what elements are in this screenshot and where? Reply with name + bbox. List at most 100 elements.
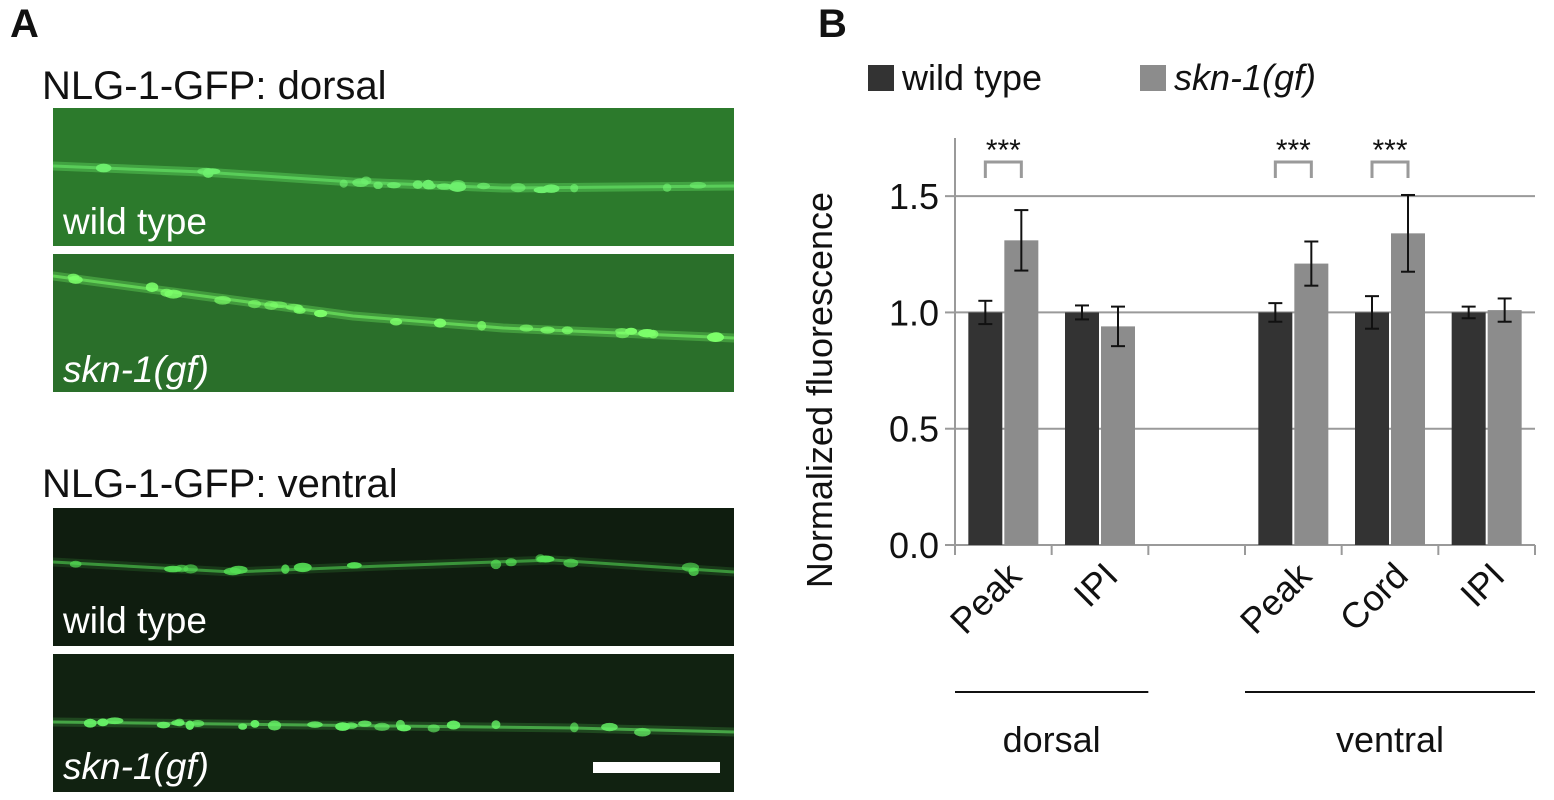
synaptic-puncta <box>339 179 348 188</box>
synaptic-puncta <box>250 720 260 728</box>
synaptic-puncta <box>433 318 447 328</box>
synaptic-puncta <box>448 182 467 192</box>
significance-bracket <box>1370 160 1410 178</box>
synaptic-puncta <box>563 558 579 568</box>
synaptic-puncta <box>164 565 182 573</box>
micrograph-label: wild type <box>63 201 207 242</box>
micrograph-label: skn-1(gf) <box>63 746 209 787</box>
synaptic-puncta <box>425 183 436 190</box>
synaptic-puncta <box>314 309 328 318</box>
micrograph-dorsal-wild-type: wild type <box>53 108 734 246</box>
bar <box>1101 326 1135 545</box>
x-tick-label: IPI <box>1066 555 1126 615</box>
synaptic-puncta <box>238 723 248 730</box>
significance-label: *** <box>986 134 1021 167</box>
synaptic-puncta <box>519 324 534 332</box>
synaptic-puncta <box>446 720 461 730</box>
panel-b-letter: B <box>818 2 847 46</box>
synaptic-puncta <box>373 181 383 190</box>
bar <box>1004 240 1039 545</box>
synaptic-puncta <box>164 289 183 299</box>
synaptic-puncta <box>267 720 282 731</box>
micrograph-background <box>53 508 734 646</box>
y-tick-label: 1.5 <box>889 176 939 217</box>
synaptic-puncta <box>358 720 372 727</box>
significance-bracket <box>1273 160 1313 178</box>
synaptic-puncta <box>536 555 555 563</box>
synaptic-puncta <box>307 721 323 728</box>
y-tick-label: 1.0 <box>889 292 939 333</box>
synaptic-puncta <box>106 717 124 725</box>
synaptic-puncta <box>346 562 362 569</box>
y-tick-label: 0.0 <box>889 525 939 566</box>
legend-label: skn-1(gf) <box>1174 57 1316 98</box>
synaptic-puncta <box>156 721 171 729</box>
synaptic-puncta <box>68 275 83 284</box>
bar <box>1391 233 1425 545</box>
synaptic-puncta <box>689 181 707 189</box>
synaptic-puncta <box>360 176 372 185</box>
synaptic-puncta <box>601 722 618 732</box>
micrograph-drawing <box>53 254 734 392</box>
synaptic-puncta <box>706 332 725 342</box>
synaptic-puncta <box>293 562 312 573</box>
group-label: ventral <box>1336 719 1444 760</box>
synaptic-puncta <box>688 567 699 577</box>
micrograph-label: skn-1(gf) <box>63 349 209 390</box>
x-tick-label: Cord <box>1331 555 1415 639</box>
y-axis-label: Normalized fluorescence <box>799 192 840 588</box>
synaptic-puncta <box>427 724 440 733</box>
synaptic-puncta <box>561 326 573 335</box>
synaptic-puncta <box>293 304 304 313</box>
synaptic-puncta <box>264 300 279 311</box>
synaptic-puncta <box>570 722 579 733</box>
significance-label: *** <box>1276 134 1311 167</box>
ventral-title: NLG-1-GFP: ventral <box>42 462 398 506</box>
x-tick-label: IPI <box>1452 555 1512 615</box>
micrograph-background <box>53 108 734 246</box>
group-label: dorsal <box>1003 719 1101 760</box>
synaptic-puncta <box>387 182 401 189</box>
synaptic-puncta <box>95 163 112 173</box>
micrograph-dorsal-skn-1: skn-1(gf) <box>53 254 734 392</box>
synaptic-puncta <box>83 718 97 728</box>
micrograph-drawing <box>53 508 734 646</box>
panel-a-letter: A <box>10 2 39 46</box>
synaptic-puncta <box>615 331 630 339</box>
synaptic-puncta <box>389 318 403 326</box>
synaptic-puncta <box>634 727 651 737</box>
synaptic-puncta <box>477 320 487 331</box>
synaptic-puncta <box>374 722 390 731</box>
synaptic-puncta <box>436 183 452 190</box>
synaptic-puncta <box>510 182 526 193</box>
bar <box>1258 312 1293 545</box>
bar <box>1451 312 1486 545</box>
synaptic-puncta <box>202 168 214 178</box>
bar-chart: 0.0 0.5 1.0 1.5 Normalized fluorescence Peak I… <box>799 57 1536 760</box>
synaptic-puncta <box>183 564 198 574</box>
significance-bracket <box>983 160 1023 178</box>
bar <box>1294 263 1329 545</box>
y-tick-label: 0.5 <box>889 409 939 450</box>
bar <box>968 312 1003 545</box>
synaptic-puncta <box>491 720 501 730</box>
dorsal-title: NLG-1-GFP: dorsal <box>42 64 387 108</box>
synaptic-puncta <box>570 183 579 193</box>
synaptic-puncta <box>335 722 351 731</box>
synaptic-puncta <box>412 180 423 189</box>
synaptic-puncta <box>191 719 205 728</box>
bar <box>1355 312 1389 545</box>
synaptic-puncta <box>69 560 82 568</box>
scale-bar <box>593 762 720 773</box>
legend-swatch <box>868 65 894 91</box>
synaptic-puncta <box>505 558 517 567</box>
legend-label: wild type <box>901 57 1042 98</box>
micrograph-drawing <box>53 108 734 246</box>
micrograph-label: wild type <box>63 600 207 641</box>
synaptic-puncta <box>145 282 159 293</box>
bar <box>1487 310 1522 545</box>
synaptic-puncta <box>533 186 550 194</box>
significance-label: *** <box>1372 134 1407 167</box>
micrograph-ventral-wild-type: wild type <box>53 508 734 646</box>
synaptic-puncta <box>477 182 491 190</box>
